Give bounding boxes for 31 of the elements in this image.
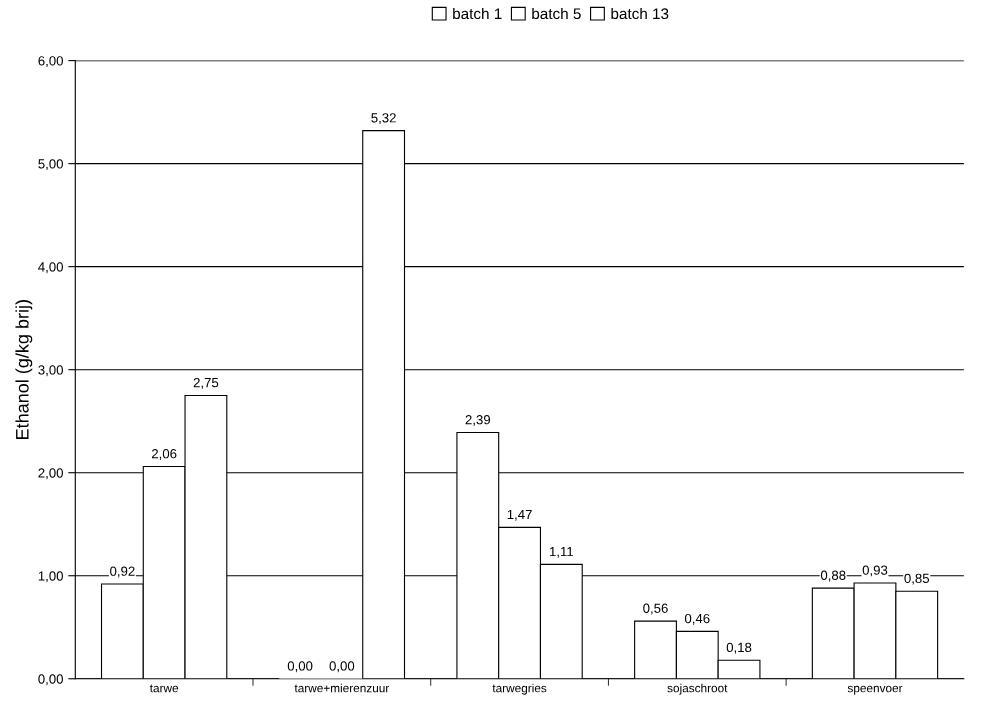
y-axis-title: Ethanol (g/kg brij): [15, 300, 33, 439]
data-label: 0,88: [820, 570, 846, 582]
data-label: 1,47: [507, 509, 532, 521]
legend-label: batch 13: [611, 7, 669, 20]
data-label: 0,46: [684, 613, 710, 625]
data-label: 0,00: [287, 661, 313, 673]
data-label: 0,00: [329, 661, 355, 673]
y-tick-label: 3,00: [38, 365, 63, 377]
data-label: 0,85: [904, 573, 930, 585]
data-label: 2,06: [151, 449, 177, 460]
data-label: 0,56: [643, 603, 668, 615]
legend-label: batch 1: [453, 7, 502, 20]
x-tick-label: tarwegries: [492, 683, 547, 695]
y-tick-label: 1,00: [38, 571, 63, 583]
data-label: 0,18: [726, 642, 752, 654]
x-tick-label: sojaschroot: [667, 683, 728, 695]
data-label: 2,75: [193, 377, 219, 389]
data-label: 0,93: [862, 565, 888, 577]
y-tick-label: 2,00: [38, 468, 63, 480]
y-tick-label: 5,00: [38, 159, 63, 171]
y-tick-label: 6,00: [38, 56, 63, 68]
data-label: 0,92: [110, 566, 135, 578]
data-label: 2,39: [465, 415, 491, 426]
data-label: 1,11: [549, 547, 574, 558]
y-tick-label: 4,00: [38, 262, 63, 274]
x-tick-label: tarwe: [149, 684, 179, 693]
data-label: 5,32: [371, 113, 396, 125]
x-tick-label: tarwe+mierenzuur: [294, 683, 390, 693]
legend-label: batch 5: [532, 7, 581, 20]
y-tick-label: 0,00: [38, 674, 63, 686]
x-tick-label: speenvoer: [847, 685, 903, 695]
